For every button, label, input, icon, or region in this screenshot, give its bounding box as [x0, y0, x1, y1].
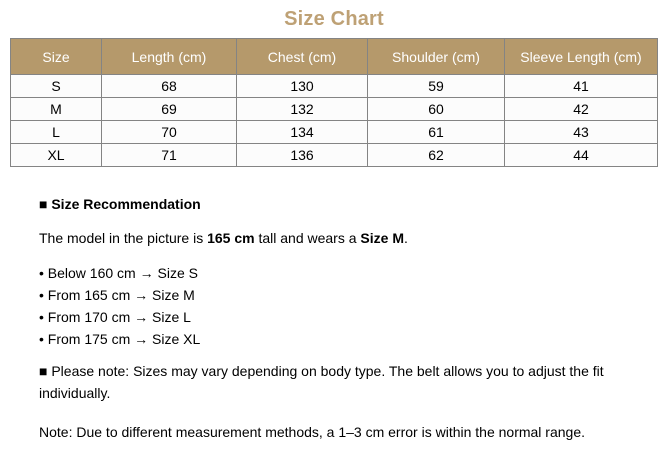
table-cell: M: [10, 97, 102, 121]
model-description-line: The model in the picture is 165 cm tall …: [39, 228, 642, 249]
table-cell: 60: [367, 97, 505, 121]
table-cell: 132: [236, 97, 368, 121]
table-cell: 41: [504, 74, 658, 98]
model-line-part1: The model in the picture is: [39, 230, 208, 246]
table-cell: 42: [504, 97, 658, 121]
header-cell-chest: Chest (cm): [236, 38, 368, 75]
measurement-note-paragraph: Note: Due to different measurement metho…: [39, 424, 586, 440]
table-cell: S: [10, 74, 102, 98]
bullet-size-m: • From 165 cm → Size M: [39, 287, 195, 303]
model-height-bold: 165 cm: [207, 230, 255, 246]
table-cell: 69: [101, 97, 237, 121]
table-row-l: L 70 134 61 43: [10, 120, 658, 144]
table-cell: 68: [101, 74, 237, 98]
table-cell: XL: [10, 143, 102, 167]
table-cell: 61: [367, 120, 505, 144]
table-cell: 62: [367, 143, 505, 167]
table-cell: 43: [504, 120, 658, 144]
table-row-xl: XL 71 136 62 44: [10, 143, 658, 167]
header-cell-size: Size: [10, 38, 102, 75]
page-title: Size Chart: [284, 8, 384, 30]
model-line-part2: tall and wears a: [254, 230, 361, 246]
header-cell-length: Length (cm): [101, 38, 237, 75]
table-row-m: M 69 132 60 42: [10, 97, 658, 121]
table-cell: 136: [236, 143, 368, 167]
table-cell: 44: [504, 143, 658, 167]
please-note-paragraph: ■ Please note: Sizes may vary depending …: [39, 363, 604, 401]
table-cell: 59: [367, 74, 505, 98]
bullet-size-xl: • From 175 cm → Size XL: [39, 331, 201, 347]
bullet-size-s: • Below 160 cm → Size S: [39, 265, 198, 281]
table-cell: 134: [236, 120, 368, 144]
table-header-row: Size Length (cm) Chest (cm) Shoulder (cm…: [10, 38, 658, 75]
header-cell-sleeve-length: Sleeve Length (cm): [504, 38, 658, 75]
size-bullet-list: • Below 160 cm → Size S • From 165 cm → …: [39, 262, 642, 350]
model-line-part3: .: [404, 230, 408, 246]
table-cell: 130: [236, 74, 368, 98]
model-size-bold: Size M: [360, 230, 404, 246]
header-cell-shoulder: Shoulder (cm): [367, 38, 505, 75]
table-cell: 70: [101, 120, 237, 144]
table-row-s: S 68 130 59 41: [10, 74, 658, 98]
bullet-size-l: • From 170 cm → Size L: [39, 309, 191, 325]
table-cell: 71: [101, 143, 237, 167]
text-content: ■ Size Recommendation The model in the p…: [39, 194, 642, 443]
size-recommendation-heading: ■ Size Recommendation: [39, 196, 201, 212]
table-cell: L: [10, 120, 102, 144]
size-chart-table: Size Length (cm) Chest (cm) Shoulder (cm…: [10, 38, 658, 167]
